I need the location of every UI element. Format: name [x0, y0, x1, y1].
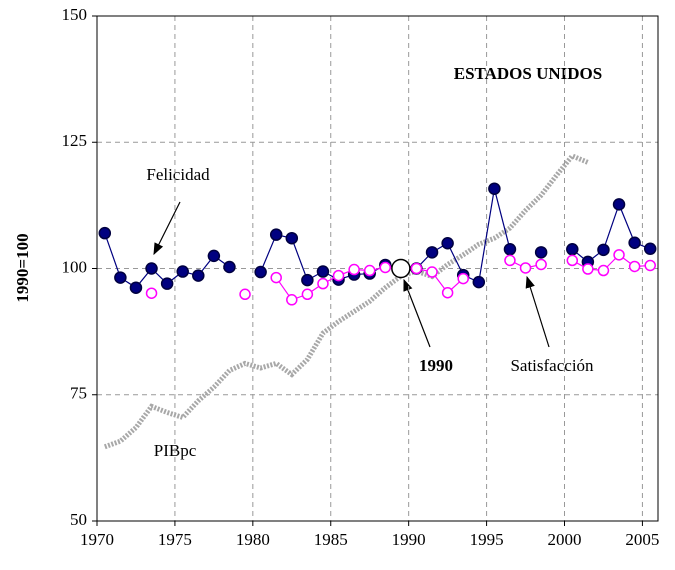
data-point [503, 243, 517, 256]
annotation: 1990 [419, 356, 453, 375]
data-point [597, 243, 610, 257]
data-point [566, 254, 579, 267]
data-point [332, 269, 345, 282]
data-point [114, 271, 127, 284]
x-tick-label: 1980 [236, 530, 270, 549]
x-tick-label: 1970 [80, 530, 114, 549]
data-point [254, 265, 267, 279]
x-tick-label: 1990 [392, 530, 426, 549]
x-tick-label: 1995 [470, 530, 504, 549]
x-tick-label: 1985 [314, 530, 348, 549]
data-point [441, 286, 454, 299]
x-tick-label: 2000 [548, 530, 582, 549]
data-point [628, 236, 641, 249]
data-point [286, 294, 298, 306]
data-point [566, 243, 579, 256]
data-point [519, 262, 532, 274]
data-point [441, 237, 454, 250]
data-point [316, 265, 330, 278]
data-point [285, 231, 299, 245]
data-point [472, 275, 486, 289]
data-point [644, 259, 656, 272]
data-point [317, 277, 329, 290]
plot-frame [96, 15, 659, 522]
data-point [160, 277, 174, 290]
annotation: Satisfacción [510, 356, 594, 375]
arrow [153, 201, 181, 256]
y-tick-label: 100 [62, 257, 88, 276]
data-point [612, 198, 626, 211]
data-point [269, 228, 283, 241]
data-point [410, 262, 423, 275]
data-point [597, 264, 610, 277]
data-point [363, 264, 376, 277]
data-point [192, 269, 205, 282]
data-point [301, 288, 314, 301]
data-point [535, 258, 547, 271]
data-point [534, 246, 548, 259]
y-tick-label: 75 [70, 384, 87, 403]
data-point [223, 260, 236, 274]
y-axis-label: 1990=100 [13, 233, 32, 302]
data-point [207, 249, 221, 263]
arrow [403, 278, 431, 348]
data-point [504, 254, 516, 267]
data-point [301, 273, 314, 287]
data-point [379, 261, 392, 274]
annotation: Felicidad [146, 165, 210, 184]
y-tick-label: 150 [62, 5, 88, 24]
data-point [145, 262, 158, 275]
data-point [239, 288, 251, 301]
y-tick-label: 50 [70, 510, 87, 529]
data-point [425, 246, 439, 259]
country-label: ESTADOS UNIDOS [454, 64, 602, 83]
arrow [525, 275, 550, 348]
data-point [129, 281, 143, 294]
data-point [582, 263, 594, 275]
base-point [391, 258, 411, 279]
data-point [488, 182, 501, 195]
data-point [426, 266, 438, 278]
series-line [103, 152, 589, 450]
data-point [643, 242, 657, 256]
y-tick-label: 125 [62, 131, 88, 150]
x-tick-label: 2005 [625, 530, 659, 549]
data-point [348, 263, 360, 276]
data-point [145, 287, 158, 299]
data-point [457, 272, 469, 285]
data-point [176, 265, 189, 278]
data-point [98, 226, 112, 240]
data-point [613, 249, 625, 261]
x-tick-label: 1975 [158, 530, 192, 549]
data-point [628, 260, 641, 273]
data-point [270, 271, 282, 284]
